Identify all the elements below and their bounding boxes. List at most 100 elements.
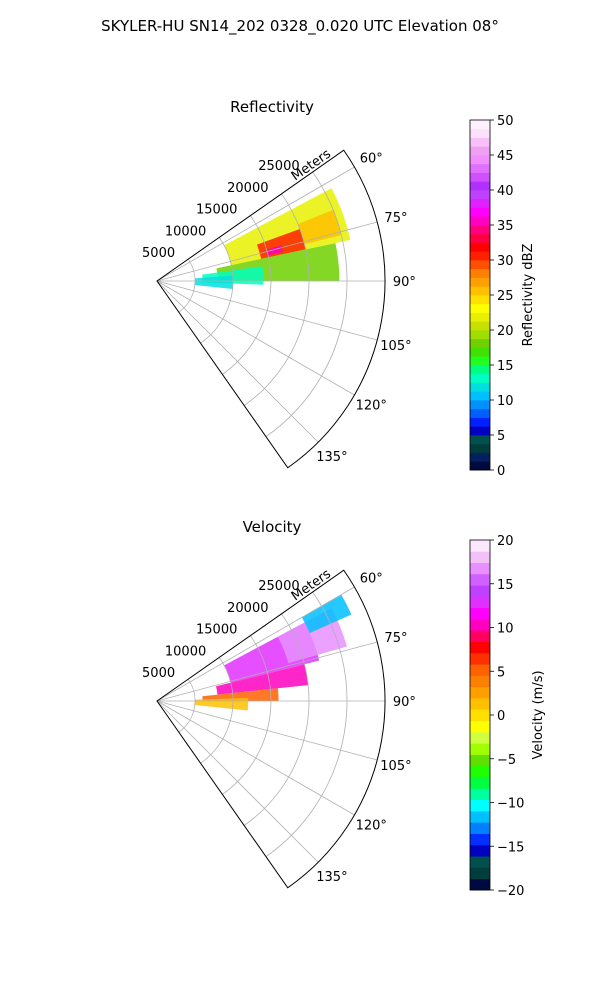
colorbar-segment	[470, 641, 490, 654]
colorbar-segment	[470, 777, 490, 789]
azimuth-tick-label: 135°	[316, 870, 347, 885]
echo-region	[194, 275, 233, 289]
radial-tick-label: 15000	[196, 203, 237, 218]
colorbar-segment	[470, 540, 490, 552]
azimuth-tick-label: 75°	[384, 631, 407, 646]
colorbar-segment	[470, 338, 490, 348]
colorbar-segment	[470, 356, 490, 366]
azimuth-gridline	[156, 221, 378, 282]
colorbar-segment	[470, 743, 490, 755]
colorbar-segment	[470, 573, 490, 586]
colorbar-tick-label: −20	[497, 884, 524, 899]
azimuth-gridline	[156, 586, 355, 702]
colorbar-segment	[470, 867, 490, 880]
colorbar-segment	[470, 260, 490, 270]
azimuth-tick-label: 135°	[316, 450, 347, 465]
colorbar-segment	[470, 207, 490, 217]
radial-tick-label: 20000	[227, 181, 268, 196]
colorbar-segment	[470, 303, 490, 313]
colorbar-segment	[470, 709, 490, 722]
colorbar-tick-label: −5	[497, 753, 516, 768]
colorbar-segment	[470, 172, 490, 182]
colorbar-segment	[470, 242, 490, 252]
colorbar-segment	[470, 652, 490, 665]
figure-title: SKYLER-HU SN14_202 0328_0.020 UTC Elevat…	[101, 17, 499, 36]
colorbar-segment	[470, 251, 490, 261]
colorbar-segment	[470, 878, 490, 891]
colorbar-segment	[470, 799, 490, 812]
velocity-grid	[156, 569, 386, 889]
colorbar-tick-label: 10	[497, 622, 514, 637]
colorbar-tick-label: 40	[497, 184, 514, 199]
radial-tick-label: 25000	[258, 579, 299, 594]
colorbar-tick-label: 5	[497, 429, 505, 444]
range-ring	[243, 613, 310, 826]
radial-tick-label: 5000	[142, 246, 175, 261]
colorbar-tick-label: 45	[497, 149, 514, 164]
colorbar-segment	[470, 630, 490, 643]
colorbar-segment	[470, 426, 490, 436]
colorbar-segment	[470, 452, 490, 462]
azimuth-tick-label: 120°	[356, 819, 387, 834]
colorbar-segment	[470, 731, 490, 744]
colorbar-segment	[470, 225, 490, 235]
colorbar-tick-label: 0	[497, 709, 505, 724]
velocity-colorbar: 20 15 10 5 0 −5 −10 −15 −20	[469, 534, 524, 899]
colorbar-segment	[470, 461, 490, 471]
colorbar-segment	[470, 585, 490, 597]
azimuth-gridline	[156, 700, 378, 761]
colorbar-segment	[470, 833, 490, 846]
colorbar-segment	[470, 321, 490, 331]
azimuth-tick-label: 60°	[360, 571, 383, 586]
colorbar-tick-label: 15	[497, 359, 514, 374]
colorbar-segment	[470, 607, 490, 620]
colorbar-tick-label: 20	[497, 534, 514, 549]
colorbar-tick-label: 5	[497, 665, 505, 680]
azimuth-tick-label: 105°	[380, 339, 411, 354]
velocity-title: Velocity	[243, 518, 302, 536]
colorbar-segment	[470, 720, 490, 733]
azimuth-gridline	[156, 700, 355, 816]
colorbar-segment	[470, 163, 490, 173]
colorbar-segment	[470, 330, 490, 340]
azimuth-gridline	[156, 280, 319, 443]
range-ring	[200, 657, 234, 764]
echo-region	[202, 688, 279, 701]
colorbar-segment	[470, 373, 490, 383]
reflectivity-grid	[156, 149, 386, 469]
azimuth-tick-label: 105°	[380, 759, 411, 774]
range-ring	[222, 215, 272, 375]
colorbar-segment	[470, 562, 490, 575]
colorbar-segment	[470, 146, 490, 156]
colorbar-tick-label: 30	[497, 254, 514, 269]
colorbar-segment	[470, 128, 490, 138]
colorbar-segment	[470, 664, 490, 676]
colorbar-segment	[470, 443, 490, 453]
echo-region	[224, 188, 351, 266]
colorbar-tick-label: 15	[497, 578, 514, 593]
colorbar-segment	[470, 365, 490, 375]
echo-region	[266, 245, 283, 256]
colorbar-tick-label: 50	[497, 114, 514, 129]
colorbar-segment	[470, 698, 490, 710]
velocity-echoes	[194, 594, 352, 711]
colorbar-segment	[470, 810, 490, 823]
azimuth-tick-label: 75°	[384, 211, 407, 226]
colorbar-segment	[470, 286, 490, 296]
colorbar-segment	[470, 181, 490, 191]
colorbar-tick-label: −15	[497, 840, 524, 855]
azimuth-gridline	[156, 166, 355, 282]
reflectivity-colorbar-label: Reflectivity dBZ	[521, 244, 536, 347]
colorbar-segment	[470, 754, 490, 767]
radial-tick-label: 20000	[227, 601, 268, 616]
colorbar-segment	[470, 312, 490, 322]
colorbar-segment	[470, 277, 490, 287]
colorbar-segment	[470, 822, 490, 834]
reflectivity-panel: Reflectivity 500010000150002000025000Met…	[142, 98, 536, 479]
colorbar-segment	[470, 295, 490, 305]
reflectivity-title: Reflectivity	[230, 98, 314, 116]
